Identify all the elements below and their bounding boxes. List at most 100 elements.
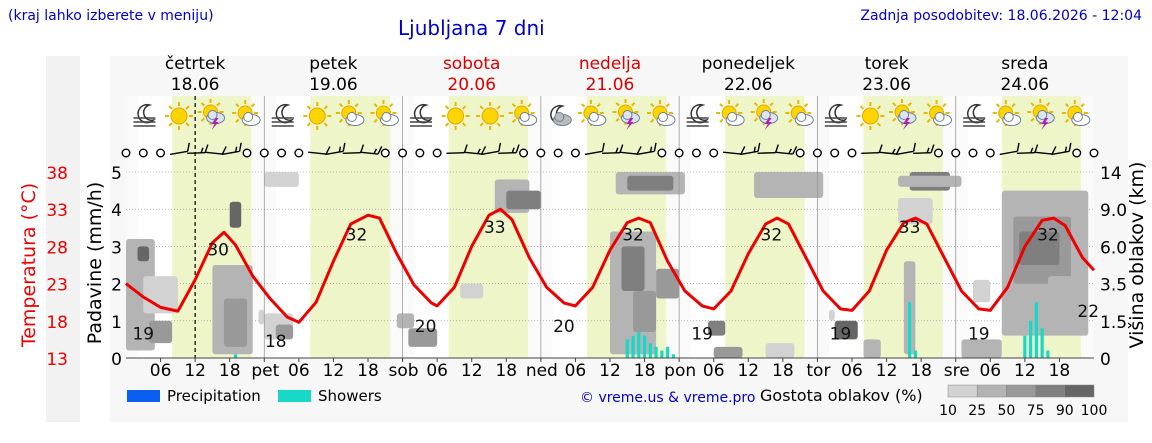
sun-ray <box>323 105 328 110</box>
temperature-label: 32 <box>761 226 783 246</box>
cloud-cell <box>973 279 991 303</box>
wind-feather <box>1034 144 1039 153</box>
wind-calm-icon <box>933 148 943 158</box>
x-day-tick: pet <box>251 361 279 381</box>
x-hour-tick: 06 <box>565 361 587 381</box>
cloud-density-level: 25 <box>968 403 986 419</box>
sun-ray <box>389 103 394 108</box>
x-hour-tick: 06 <box>703 361 725 381</box>
credit-link: © vreme.us & vreme.pro <box>580 390 755 406</box>
temperature-label: 20 <box>553 317 575 337</box>
sun-cloud-icon <box>577 100 607 126</box>
precipitation-legend-label: Precipitation <box>167 387 261 405</box>
wind-calm-icon <box>536 148 546 158</box>
sun-ray <box>907 102 912 107</box>
x-hour-tick: 12 <box>599 361 621 381</box>
temperature-label: 22 <box>1077 302 1099 322</box>
wind-calm-icon <box>398 148 408 158</box>
shower-bar <box>660 350 664 358</box>
sun-disc <box>308 107 326 125</box>
x-hour-tick: 06 <box>288 361 310 381</box>
sun-cloud-icon <box>992 100 1022 126</box>
wind-calm-icon <box>519 148 529 158</box>
sun-ray <box>338 103 344 108</box>
wind-barb-icon <box>584 142 605 156</box>
cloud-puff <box>207 110 218 120</box>
cloud-puff <box>796 112 807 122</box>
wind-feather <box>649 146 653 153</box>
wind-feather <box>204 144 209 153</box>
cloud-puff <box>381 112 392 122</box>
wind-shaft <box>584 150 603 156</box>
sun-ray <box>168 122 173 127</box>
wind-barb-icon <box>740 142 761 156</box>
location-hint[interactable]: (kraj lahko izberete v meniju) <box>8 8 214 24</box>
temperature-label: 33 <box>899 218 921 238</box>
shower-bar <box>913 350 917 358</box>
temperature-tick: 38 <box>46 164 68 184</box>
sun-ray <box>1030 117 1035 122</box>
sun-ray <box>511 103 517 108</box>
cloud-puff <box>588 112 599 122</box>
sun-ray <box>665 103 670 108</box>
wind-calm-icon <box>691 148 701 158</box>
wind-calm-icon <box>1089 148 1099 158</box>
cloud-density-swatch <box>976 384 1007 398</box>
wind-barb-icon <box>619 146 642 155</box>
wind-barb-icon <box>498 144 520 154</box>
wind-calm-icon <box>432 148 442 158</box>
wind-feather <box>463 144 468 153</box>
wind-shaft <box>619 151 638 155</box>
wind-shaft <box>878 151 897 155</box>
wind-barb-icon <box>1051 142 1072 156</box>
sun-disc <box>447 107 465 125</box>
wind-calm-icon <box>380 148 390 158</box>
temperature-label: 19 <box>830 324 852 344</box>
cloud-cell <box>460 283 484 299</box>
wind-feather <box>221 146 227 155</box>
wind-barb-icon <box>463 146 487 155</box>
x-hour-tick: 06 <box>979 361 1001 381</box>
sun-ray <box>734 103 740 108</box>
wind-barb-icon <box>480 142 502 156</box>
moon-fog-icon <box>824 103 848 127</box>
cloud-puff <box>760 110 771 120</box>
wind-barb-icon <box>601 144 624 154</box>
temperature-tick: 33 <box>46 201 68 221</box>
wind-feather <box>653 142 657 152</box>
moon-fog-icon <box>410 103 433 127</box>
x-day-tick: ned <box>526 361 558 381</box>
wind-feather <box>373 148 378 154</box>
cloud-puff <box>554 112 565 122</box>
wind-feather <box>1064 146 1068 153</box>
shower-bar <box>908 302 912 358</box>
moon-fog-icon <box>271 103 295 127</box>
thunder-cloud-icon <box>197 99 226 130</box>
sun-ray <box>511 118 517 123</box>
cloud-height-tick: 0 <box>1100 350 1111 370</box>
wind-barb-icon <box>169 142 190 156</box>
wind-feather <box>511 147 515 154</box>
cloud-cell <box>408 328 438 347</box>
cloud-cell <box>258 309 265 325</box>
cloud-cell <box>898 198 933 225</box>
wind-barb-icon <box>774 146 798 155</box>
cloud-cell <box>713 346 743 358</box>
cloud-cell <box>656 268 680 299</box>
sun-cloud-icon <box>335 100 365 126</box>
temperature-tick: 28 <box>46 238 68 258</box>
day-name-0: četrtek <box>165 54 226 74</box>
temperature-label: 19 <box>691 324 713 344</box>
temperature-label: 32 <box>622 226 644 246</box>
shower-bar <box>1040 328 1044 358</box>
shower-bar <box>1034 302 1038 358</box>
temperature-tick: 13 <box>46 350 68 370</box>
wind-barb-icon <box>204 146 227 155</box>
wind-barb-icon <box>878 146 901 155</box>
precip-tick: 3 <box>111 238 122 258</box>
sun-ray <box>650 103 655 108</box>
cloud-cell <box>264 172 299 187</box>
moon-cloud-icon <box>550 104 572 126</box>
wind-shaft <box>774 151 793 155</box>
